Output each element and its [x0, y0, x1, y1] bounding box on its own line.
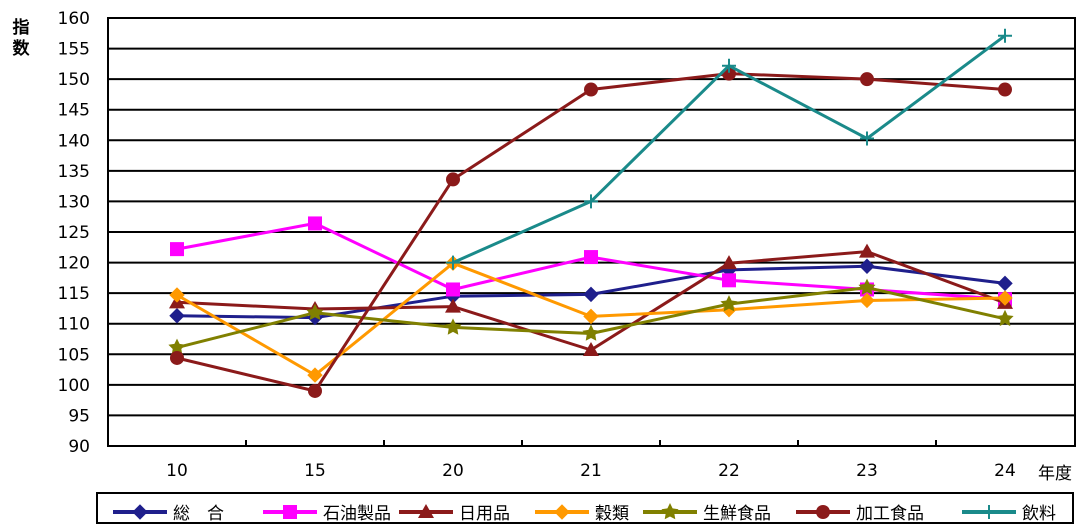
data-point	[446, 255, 460, 270]
data-point	[584, 194, 598, 209]
y-tick-label: 110	[58, 315, 90, 335]
series-6	[446, 28, 1012, 270]
data-point	[582, 324, 600, 341]
legend-marker	[418, 504, 434, 518]
x-tick-label: 15	[304, 461, 326, 481]
y-tick-label: 100	[58, 376, 90, 396]
legend-label: 石油製品	[323, 504, 391, 524]
data-point	[170, 242, 184, 257]
data-point	[584, 250, 598, 265]
data-point	[446, 172, 460, 187]
legend-item: 飲料	[962, 504, 1056, 524]
y-tick-label: 135	[58, 162, 90, 182]
data-point	[445, 298, 461, 313]
data-point	[720, 295, 738, 312]
data-point	[722, 273, 736, 288]
data-point	[860, 131, 874, 146]
data-point	[169, 308, 185, 324]
legend-marker	[132, 504, 148, 520]
y-tick-label: 130	[58, 192, 90, 212]
x-tick-label: 21	[580, 461, 602, 481]
y-tick-label: 105	[58, 345, 90, 365]
legend-label: 加工食品	[856, 504, 924, 524]
legend: 総 合 石油製品 日用品 穀類 生鮮食品 加工食品 飲料	[96, 492, 1074, 524]
data-point	[169, 287, 185, 303]
y-tick-label: 120	[58, 254, 90, 274]
data-point	[583, 308, 599, 325]
y-tick-label: 90	[68, 437, 90, 457]
x-tick-label: 24	[994, 461, 1016, 481]
plot-area: 90 95 100 105 110 115 120 125 130 135 140 145 150 155…	[13, 9, 1076, 484]
y-tick-label: 155	[58, 40, 90, 60]
data-point	[168, 338, 186, 355]
legend-item: 加工食品	[796, 504, 924, 524]
series-4	[168, 278, 1014, 355]
x-tick-label: 10	[166, 461, 188, 481]
legend-item: 日用品	[399, 504, 510, 524]
data-point	[860, 72, 874, 87]
data-point	[583, 286, 599, 303]
data-point	[584, 82, 598, 97]
data-point	[858, 278, 876, 295]
x-axis-title: 年度	[1038, 464, 1072, 484]
legend-marker	[982, 505, 996, 519]
data-point	[444, 318, 462, 335]
data-point	[998, 28, 1012, 43]
legend-label: 飲料	[1022, 504, 1056, 524]
x-tick-label: 22	[718, 461, 740, 481]
data-point	[308, 216, 322, 231]
y-tick-label: 160	[58, 9, 90, 29]
legend-item: 穀類	[535, 504, 629, 524]
legend-item: 総 合	[113, 504, 224, 524]
legend-marker	[283, 505, 297, 519]
series-5	[170, 66, 1012, 398]
legend-label: 生鮮食品	[703, 504, 771, 524]
data-point	[306, 303, 324, 320]
legend-label: 総 合	[173, 504, 224, 524]
y-tick-label: 150	[58, 70, 90, 90]
legend-item: 石油製品	[263, 504, 391, 524]
data-point	[997, 290, 1013, 306]
data-point	[721, 255, 737, 270]
data-point	[583, 342, 599, 357]
data-point	[446, 282, 460, 297]
data-point	[998, 82, 1012, 97]
legend-marker	[816, 505, 830, 519]
legend-label: 日用品	[459, 504, 510, 524]
y-tick-label: 115	[58, 284, 90, 304]
data-point	[859, 258, 875, 274]
legend-marker	[554, 504, 570, 520]
data-point	[722, 58, 736, 73]
x-tick-label: 20	[442, 461, 464, 481]
legend-label: 穀類	[595, 504, 629, 524]
data-point	[170, 350, 184, 365]
legend-marker	[661, 503, 679, 520]
data-point	[859, 243, 875, 258]
legend-item: 生鮮食品	[643, 503, 771, 524]
data-point	[307, 367, 323, 383]
y-tick-label: 95	[68, 406, 90, 426]
y-tick-label: 145	[58, 101, 90, 121]
y-axis-title: 数	[13, 38, 31, 59]
y-axis-title: 指	[13, 17, 30, 38]
data-point	[996, 309, 1014, 327]
y-tick-label: 140	[58, 131, 90, 151]
legend-border	[96, 492, 1074, 524]
y-tick-label: 125	[58, 223, 90, 243]
data-point	[859, 292, 875, 309]
x-tick-label: 23	[856, 461, 878, 481]
data-point	[308, 383, 322, 398]
